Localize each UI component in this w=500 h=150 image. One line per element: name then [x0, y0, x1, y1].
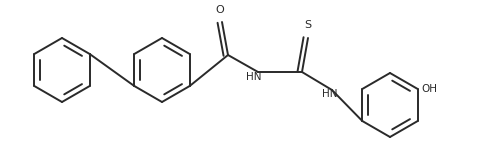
Text: O: O [216, 5, 224, 15]
Text: S: S [304, 20, 312, 30]
Text: HN: HN [246, 72, 262, 82]
Text: OH: OH [422, 84, 438, 94]
Text: HN: HN [322, 89, 338, 99]
